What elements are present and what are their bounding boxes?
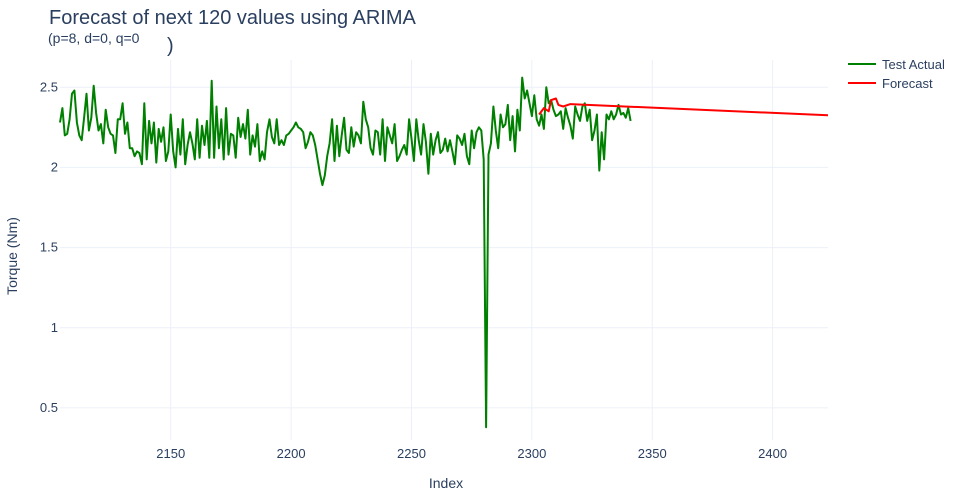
x-axis-label: Index xyxy=(429,475,463,491)
y-tick-label: 2.5 xyxy=(40,79,58,94)
x-tick-label: 2150 xyxy=(156,446,185,461)
x-tick-label: 2300 xyxy=(517,446,546,461)
series-line-test-actual xyxy=(59,76,632,429)
y-axis-ticks: 0.5 1 1.5 2 2.5 xyxy=(40,79,58,415)
legend[interactable]: Test Actual Forecast xyxy=(848,57,945,91)
legend-label-forecast: Forecast xyxy=(882,76,933,91)
chart-subtitle: (p=8, d=0, q=0 xyxy=(48,30,140,46)
y-tick-label: 1.5 xyxy=(40,240,58,255)
x-axis-ticks: 2150 2200 2250 2300 2350 2400 xyxy=(156,446,787,461)
chart-subtitle-paren: ) xyxy=(167,35,174,57)
chart-title: Forecast of next 120 values using ARIMA xyxy=(49,7,417,29)
y-tick-label: 2 xyxy=(51,159,58,174)
x-tick-label: 2250 xyxy=(397,446,426,461)
x-tick-label: 2400 xyxy=(758,446,787,461)
y-tick-label: 1 xyxy=(51,320,58,335)
y-tick-label: 0.5 xyxy=(40,400,58,415)
legend-item-forecast[interactable]: Forecast xyxy=(848,76,933,91)
legend-label-test-actual: Test Actual xyxy=(882,57,945,72)
legend-item-test-actual[interactable]: Test Actual xyxy=(848,57,945,72)
x-tick-label: 2200 xyxy=(277,446,306,461)
y-axis-label: Torque (Nm) xyxy=(4,217,20,295)
grid-lines xyxy=(60,60,828,440)
x-tick-label: 2350 xyxy=(638,446,667,461)
series-line-forecast xyxy=(538,97,829,117)
plot-area xyxy=(59,76,829,429)
